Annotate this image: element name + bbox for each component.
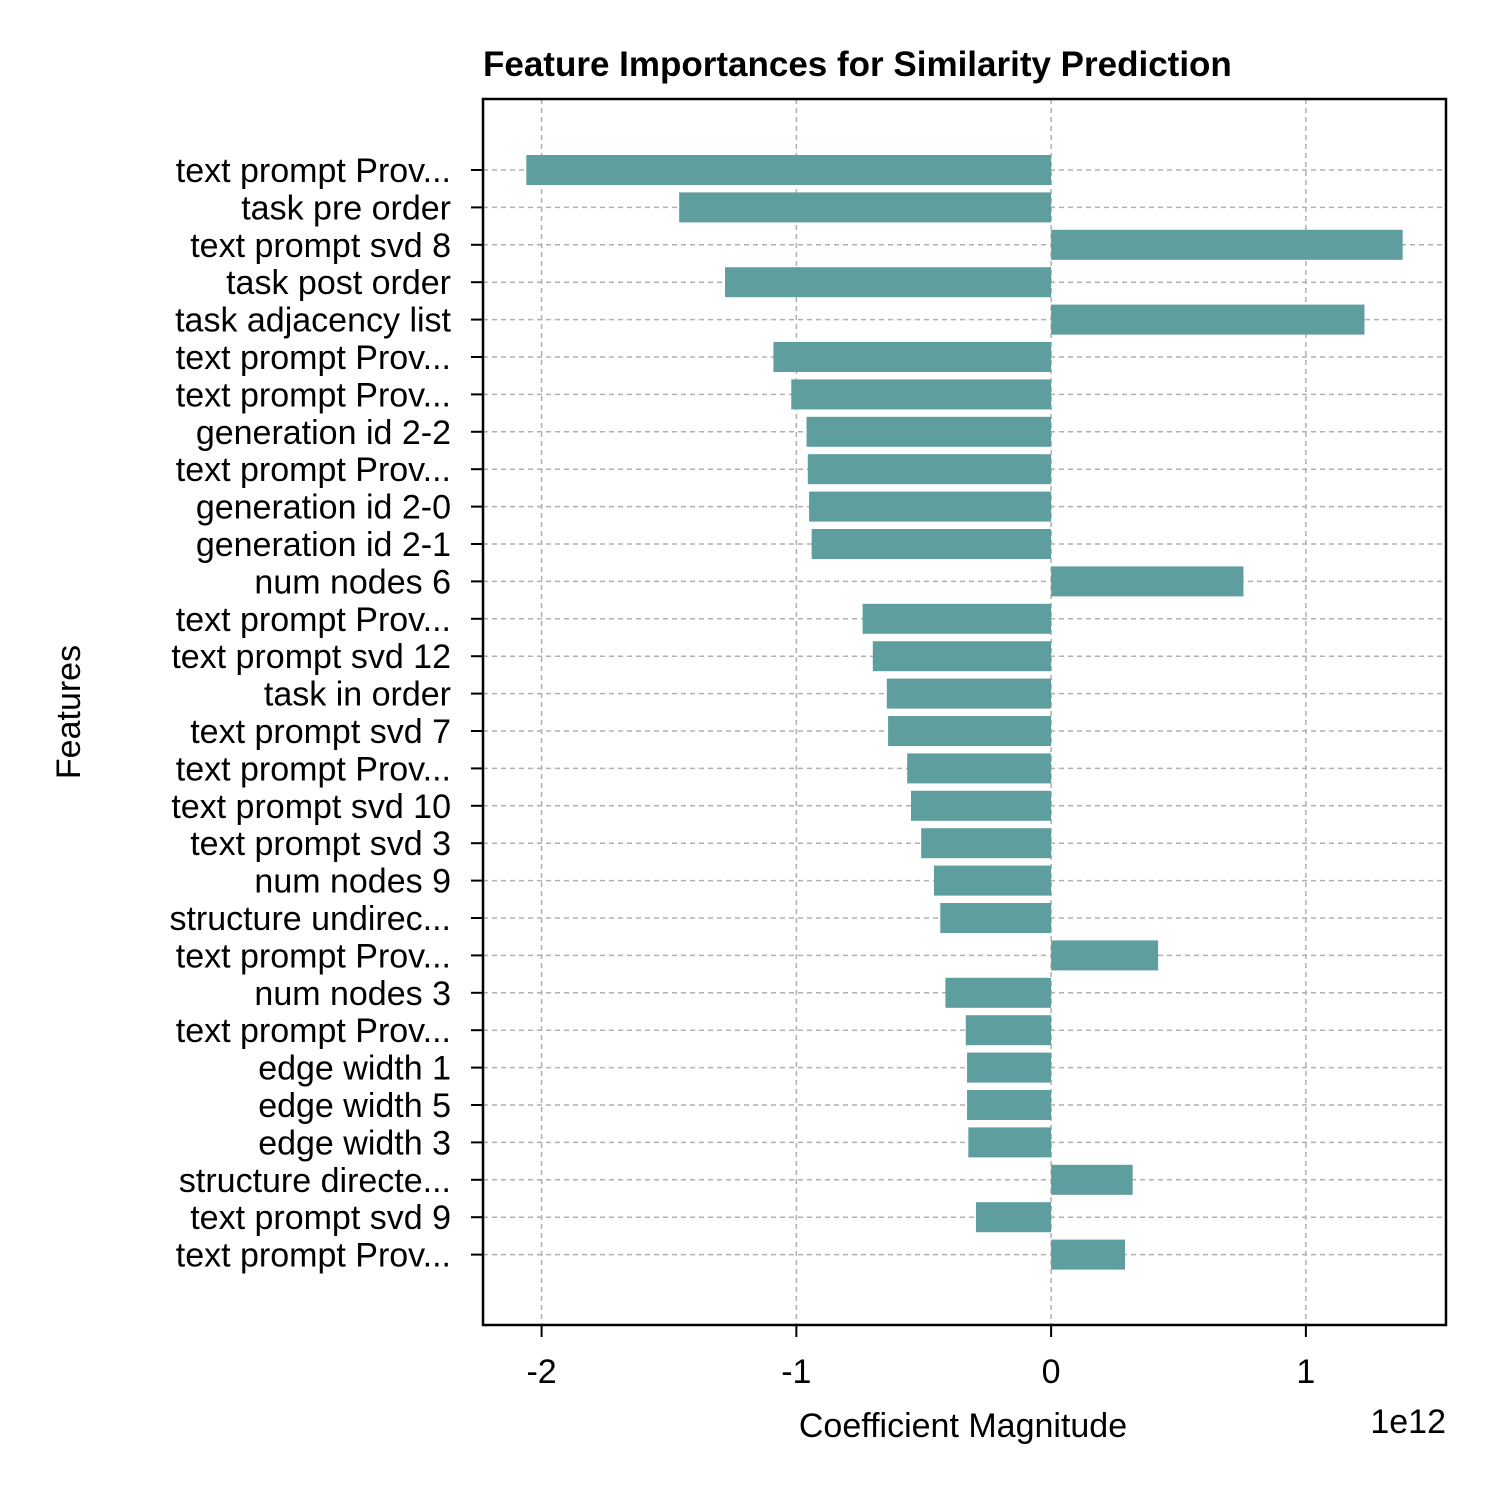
bar <box>975 1202 1052 1233</box>
y-tick-label: text prompt Prov... <box>176 339 451 377</box>
y-tick-label: edge width 3 <box>258 1124 451 1162</box>
y-tick-label: generation id 2-1 <box>196 526 451 564</box>
bars <box>526 155 1403 1270</box>
y-tick-label: num nodes 6 <box>254 563 451 601</box>
bar <box>945 977 1052 1008</box>
y-tick-label: text prompt svd 10 <box>171 788 451 826</box>
bar <box>968 1127 1052 1158</box>
y-tick-label: generation id 2-0 <box>196 489 451 527</box>
bar <box>911 790 1052 821</box>
bar <box>791 379 1052 410</box>
bar <box>1051 1164 1133 1195</box>
y-tick-label: text prompt Prov... <box>176 1237 451 1275</box>
bar <box>1051 229 1403 260</box>
x-axis-offset-label: 1e12 <box>1370 1403 1446 1441</box>
y-tick-label: text prompt svd 9 <box>190 1199 451 1237</box>
x-axis-label: Coefficient Magnitude <box>799 1407 1127 1445</box>
y-tick-label: text prompt Prov... <box>176 451 451 489</box>
y-tick-label: text prompt svd 7 <box>190 713 451 751</box>
bar <box>862 603 1052 634</box>
bar <box>811 529 1052 559</box>
y-tick-label: text prompt Prov... <box>176 750 451 788</box>
y-axis-label: Features <box>50 645 88 779</box>
bar <box>773 342 1052 372</box>
y-tick-label: task adjacency list <box>175 302 451 340</box>
y-tick-label: task post order <box>226 264 451 302</box>
bar <box>1051 566 1244 597</box>
y-tick-label: task in order <box>264 676 451 714</box>
bar <box>807 454 1052 485</box>
bar <box>872 641 1052 672</box>
x-tick-label: -2 <box>526 1353 556 1391</box>
y-tick-label: generation id 2-2 <box>196 414 451 452</box>
bar <box>806 416 1052 447</box>
y-tick-label: text prompt Prov... <box>176 601 451 639</box>
bar <box>967 1052 1052 1083</box>
y-tick-label: text prompt Prov... <box>176 152 451 190</box>
bar <box>725 267 1052 298</box>
y-tick-label: text prompt svd 8 <box>190 227 451 265</box>
y-tick-label: text prompt Prov... <box>176 937 451 975</box>
y-tick-label: text prompt svd 3 <box>190 825 451 863</box>
y-tick-label: edge width 5 <box>258 1087 451 1125</box>
x-tick-label: -1 <box>781 1353 811 1391</box>
bar <box>526 155 1052 185</box>
y-tick-label: structure undirec... <box>169 900 451 938</box>
y-tick-label: structure directe... <box>179 1162 451 1200</box>
bar <box>921 828 1052 859</box>
bar <box>1051 1239 1125 1270</box>
y-tick-label: text prompt Prov... <box>176 376 451 414</box>
bar <box>886 678 1052 709</box>
bar <box>967 1090 1052 1120</box>
bar <box>809 491 1052 522</box>
y-tick-label: edge width 1 <box>258 1050 451 1088</box>
bar <box>1051 940 1159 971</box>
y-tick-label: num nodes 3 <box>254 975 451 1013</box>
bar <box>679 192 1052 223</box>
y-tick-label: text prompt Prov... <box>176 1012 451 1050</box>
bar <box>888 716 1052 746</box>
plot-frame <box>481 97 1448 1327</box>
bar <box>940 903 1052 933</box>
x-tick-label: 1 <box>1296 1353 1315 1391</box>
bar <box>907 753 1052 784</box>
chart-title: Feature Importances for Similarity Predi… <box>483 45 1232 84</box>
y-tick-label: text prompt svd 12 <box>171 638 451 676</box>
bar <box>965 1015 1052 1046</box>
bar <box>1051 304 1365 335</box>
y-tick-label: num nodes 9 <box>254 863 451 901</box>
y-tick-label: task pre order <box>241 189 451 227</box>
bar <box>933 865 1052 896</box>
x-tick-label: 0 <box>1042 1353 1061 1391</box>
